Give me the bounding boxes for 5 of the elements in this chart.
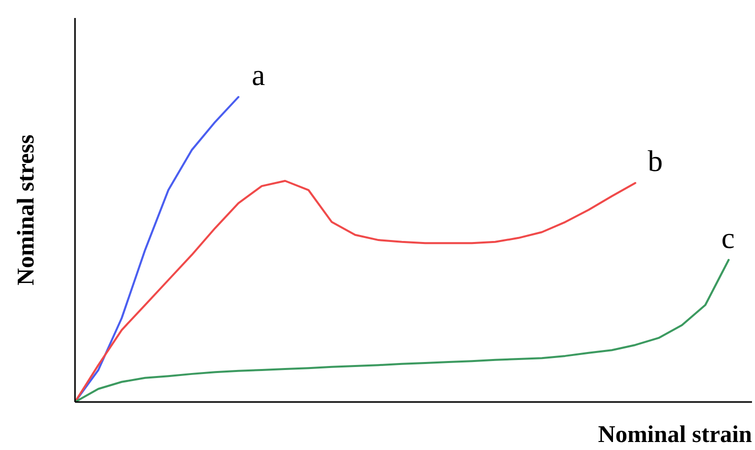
- y-axis-title: Nominal stress: [14, 134, 40, 286]
- series-label: b: [648, 145, 663, 178]
- series-label: c: [721, 222, 735, 255]
- x-axis-title: Nominal strain: [598, 422, 752, 448]
- series-label: a: [252, 59, 266, 92]
